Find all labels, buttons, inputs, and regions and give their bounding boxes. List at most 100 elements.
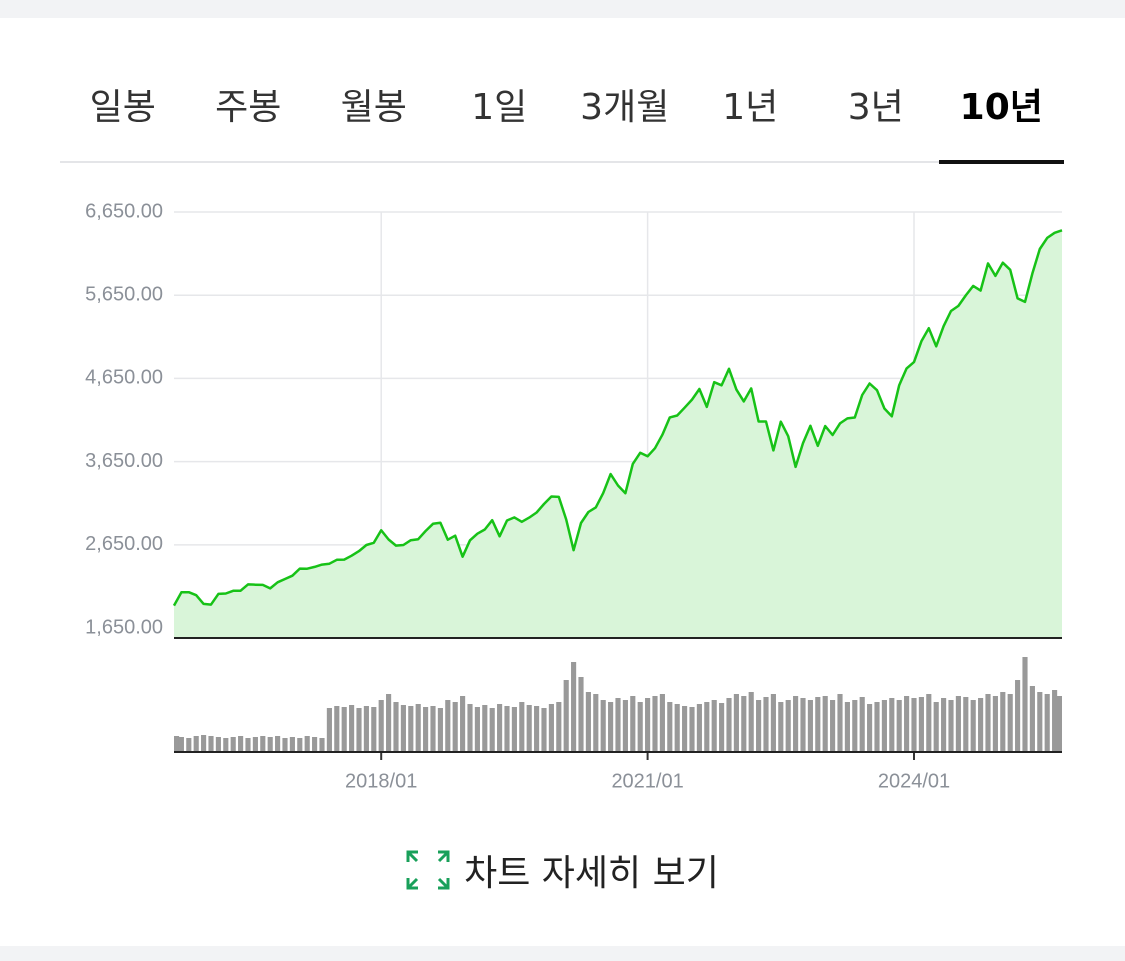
volume-bar — [992, 696, 998, 752]
volume-bar — [289, 737, 295, 752]
y-tick-label: 3,650.00 — [85, 450, 163, 472]
volume-bar — [230, 737, 236, 752]
volume-bar — [785, 700, 791, 752]
volume-bar — [719, 703, 725, 752]
volume-bar — [356, 708, 362, 752]
volume-bar — [408, 706, 414, 752]
volume-bar — [563, 680, 569, 752]
volume-bar — [534, 706, 540, 752]
tab[interactable]: 3년 — [847, 87, 904, 128]
volume-bar — [682, 706, 688, 752]
volume-bar — [800, 698, 806, 752]
tab[interactable]: 1일 — [471, 87, 528, 128]
volume-bar — [511, 707, 517, 752]
volume-bar — [955, 696, 961, 752]
volume-bar — [526, 705, 532, 752]
volume-bar — [349, 705, 355, 752]
volume-bar — [363, 706, 369, 752]
volume-bar — [926, 694, 932, 752]
volume-bar — [985, 694, 991, 752]
tab[interactable]: 주봉 — [215, 87, 282, 128]
volume-bar — [334, 706, 340, 752]
volume-bar — [319, 738, 325, 752]
volume-bar — [578, 677, 584, 752]
volume-bar — [741, 696, 747, 752]
y-tick-label: 2,650.00 — [85, 533, 163, 555]
volume-bar — [1000, 692, 1006, 752]
volume-bar — [948, 700, 954, 752]
volume-bar — [497, 704, 503, 752]
volume-bar — [608, 702, 614, 752]
volume-bar — [215, 737, 221, 752]
volume-bar — [489, 708, 495, 752]
volume-bar — [571, 662, 577, 752]
volume-bar — [667, 702, 673, 752]
volume-bar — [852, 700, 858, 752]
volume-bar — [748, 692, 754, 752]
volume-bar — [918, 697, 924, 752]
volume-bar — [867, 704, 873, 752]
volume-bar — [585, 692, 591, 752]
volume-bar — [393, 702, 399, 752]
y-tick-label: 4,650.00 — [85, 367, 163, 389]
tab[interactable]: 10년 — [938, 78, 1064, 164]
volume-bar — [223, 738, 229, 752]
volume-bar — [208, 736, 214, 752]
volume-bar — [837, 694, 843, 752]
volume-bar — [378, 700, 384, 752]
volume-bar — [267, 737, 273, 752]
volume-bar — [437, 708, 443, 752]
volume-bar — [600, 700, 606, 752]
volume-bar — [415, 704, 421, 752]
x-tick-label: 2021/01 — [611, 770, 683, 792]
volume-bar — [970, 700, 976, 752]
volume-bar — [1052, 690, 1058, 752]
volume-bar — [474, 707, 480, 752]
volume-bar — [452, 702, 458, 752]
volume-bar — [482, 705, 488, 752]
volume-bar — [445, 700, 451, 752]
volume-bar — [881, 700, 887, 752]
top-strip — [0, 0, 1125, 18]
volume-bar — [963, 697, 969, 752]
volume-bar — [1037, 692, 1043, 752]
volume-bar — [312, 737, 318, 752]
volume-bar — [186, 738, 192, 752]
volume-bar — [815, 697, 821, 752]
volume-bar — [704, 702, 710, 752]
volume-bar — [889, 698, 895, 752]
chart: 1,650.00 2,650.00 3,650.00 4,650.00 5,650.00… — [85, 200, 1063, 792]
volume-bar — [711, 700, 717, 752]
volume-bar — [386, 694, 392, 752]
detail-button-label[interactable]: 차트 자세히 보기 — [464, 853, 719, 894]
volume-bar — [637, 702, 643, 752]
y-tick-label: 5,650.00 — [85, 283, 163, 305]
price-line — [172, 229, 1063, 607]
tab[interactable]: 월봉 — [340, 87, 407, 128]
y-tick-label: 6,650.00 — [85, 200, 163, 222]
tab[interactable]: 1년 — [722, 87, 779, 128]
volume-bar — [467, 704, 473, 752]
volume-bar — [978, 698, 984, 752]
detail-button[interactable]: 차트 자세히 보기 — [0, 840, 1125, 900]
volume-bar — [1022, 657, 1028, 752]
volume-bar — [423, 707, 429, 752]
volume-bar — [304, 736, 310, 752]
volume-bar — [830, 700, 836, 752]
tab[interactable]: 3개월 — [580, 87, 670, 128]
volume-bar — [326, 708, 332, 752]
tab[interactable]: 일봉 — [89, 87, 156, 128]
bottom-strip — [0, 946, 1125, 961]
volume-bar — [941, 698, 947, 752]
volume-bar — [770, 694, 776, 752]
volume-bar — [519, 702, 525, 752]
volume-bar — [193, 736, 199, 752]
volume-bar — [807, 700, 813, 752]
volume-bar — [238, 736, 244, 752]
volume-bar — [430, 706, 436, 752]
volume-bar — [1029, 686, 1035, 752]
volume-bar — [726, 698, 732, 752]
volume-bar — [297, 738, 303, 752]
volume-bar — [822, 696, 828, 752]
